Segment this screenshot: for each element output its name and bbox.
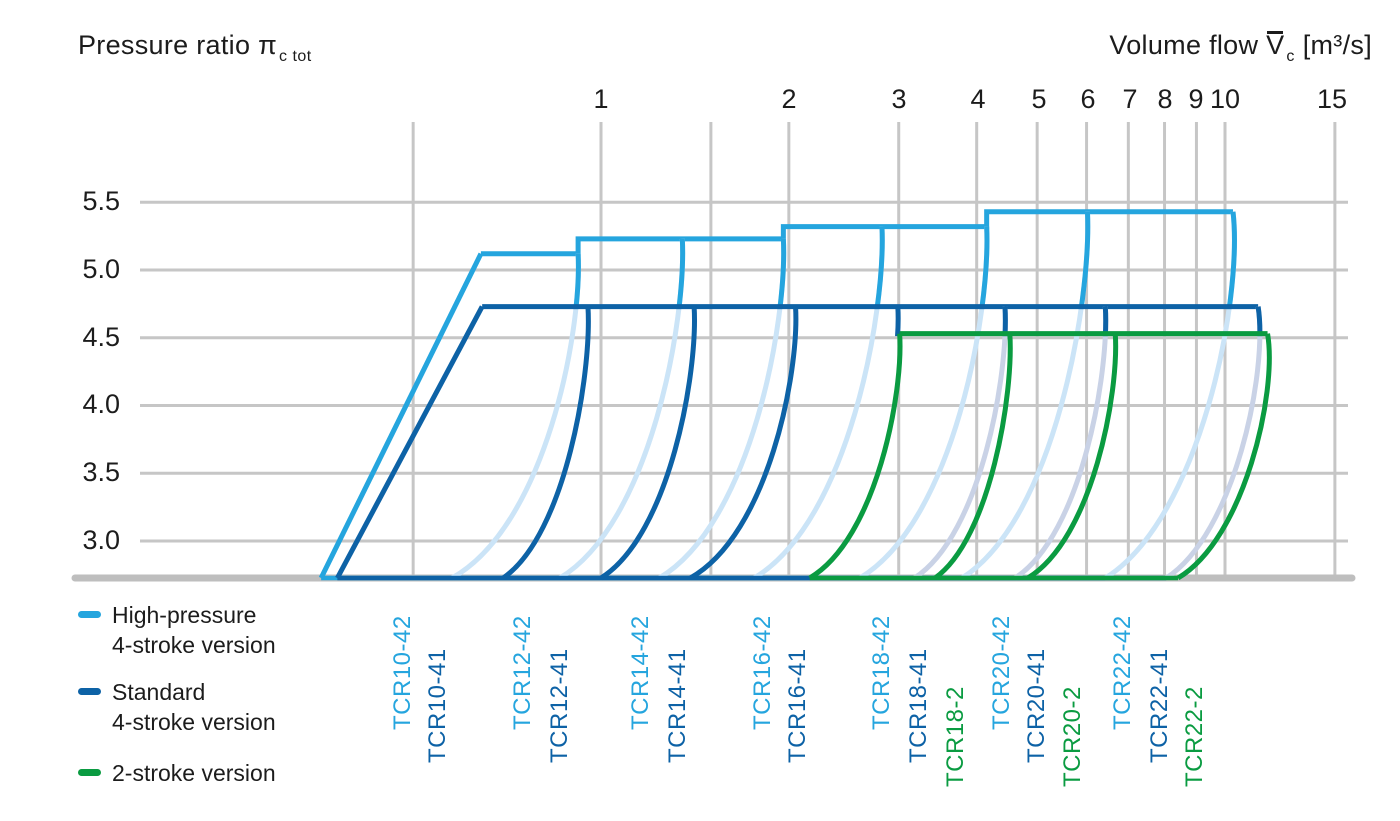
- legend-line: Standard: [112, 679, 206, 705]
- map-label-tcr20-2: TCR20-2: [1059, 686, 1086, 787]
- legend-item-standard: Standard 4-stroke version: [78, 677, 276, 737]
- legend-item-2-stroke: 2-stroke version: [78, 758, 276, 788]
- legend-item-high-pressure: High-pressure 4-stroke version: [78, 600, 276, 660]
- y-tick-3-5: 3.5: [82, 457, 120, 487]
- map-label-tcr16-42: TCR16-42: [749, 615, 776, 730]
- x-tick-8: 8: [1157, 84, 1173, 114]
- map-label-tcr16-41: TCR16-41: [784, 648, 811, 763]
- x-axis-title-text: Volume flow: [1109, 30, 1267, 60]
- map-label-tcr22-2: TCR22-2: [1181, 686, 1208, 787]
- map-label-tcr12-42: TCR12-42: [509, 615, 536, 730]
- x-tick-9: 9: [1188, 84, 1204, 114]
- x-tick-6: 6: [1080, 84, 1096, 114]
- x-axis-title-subscript: c: [1286, 48, 1295, 65]
- x-tick-10: 10: [1209, 84, 1241, 114]
- legend-swatch-2-stroke: [78, 769, 101, 776]
- x-tick-5: 5: [1031, 84, 1047, 114]
- x-tick-3: 3: [891, 84, 907, 114]
- map-label-tcr18-2: TCR18-2: [942, 686, 969, 787]
- y-axis-title-subscript: c tot: [279, 48, 312, 65]
- y-tick-5-0: 5.0: [82, 254, 120, 284]
- legend-line: High-pressure: [112, 602, 257, 628]
- legend-line: 4-stroke version: [112, 709, 276, 735]
- map-label-tcr18-41: TCR18-41: [905, 648, 932, 763]
- y-axis-title-text: Pressure ratio π: [78, 30, 277, 60]
- map-label-tcr20-42: TCR20-42: [988, 615, 1015, 730]
- map-label-tcr14-41: TCR14-41: [664, 648, 691, 763]
- legend-line: 2-stroke version: [112, 760, 276, 786]
- map-label-tcr10-41: TCR10-41: [424, 648, 451, 763]
- legend-text-2-stroke: 2-stroke version: [112, 758, 276, 788]
- series-standard-4-stroke: [335, 304, 1263, 581]
- legend-swatch-standard: [78, 688, 101, 695]
- x-tick-2: 2: [781, 84, 797, 114]
- legend-text-standard: Standard 4-stroke version: [112, 677, 276, 737]
- map-label-tcr12-41: TCR12-41: [546, 648, 573, 763]
- x-axis-title-vbar: V: [1266, 30, 1285, 60]
- legend-text-high-pressure: High-pressure 4-stroke version: [112, 600, 276, 660]
- x-tick-15: 15: [1316, 84, 1348, 114]
- y-tick-4-0: 4.0: [82, 389, 120, 419]
- x-axis-title-unit: [m³/s]: [1294, 30, 1372, 60]
- legend-line: 4-stroke version: [112, 632, 276, 658]
- map-label-tcr22-41: TCR22-41: [1146, 648, 1173, 763]
- map-label-tcr20-41: TCR20-41: [1023, 648, 1050, 763]
- map-label-tcr22-42: TCR22-42: [1109, 615, 1136, 730]
- map-label-tcr10-42: TCR10-42: [389, 615, 416, 730]
- legend-swatch-high-pressure: [78, 611, 101, 618]
- x-tick-4: 4: [970, 84, 986, 114]
- x-tick-7: 7: [1122, 84, 1138, 114]
- map-label-tcr18-42: TCR18-42: [868, 615, 895, 730]
- series-2-stroke: [808, 331, 1272, 581]
- y-tick-4-5: 4.5: [82, 322, 120, 352]
- y-tick-5-5: 5.5: [82, 186, 120, 216]
- map-label-tcr14-42: TCR14-42: [627, 615, 654, 730]
- y-tick-3-0: 3.0: [82, 525, 120, 555]
- x-tick-1: 1: [593, 84, 609, 114]
